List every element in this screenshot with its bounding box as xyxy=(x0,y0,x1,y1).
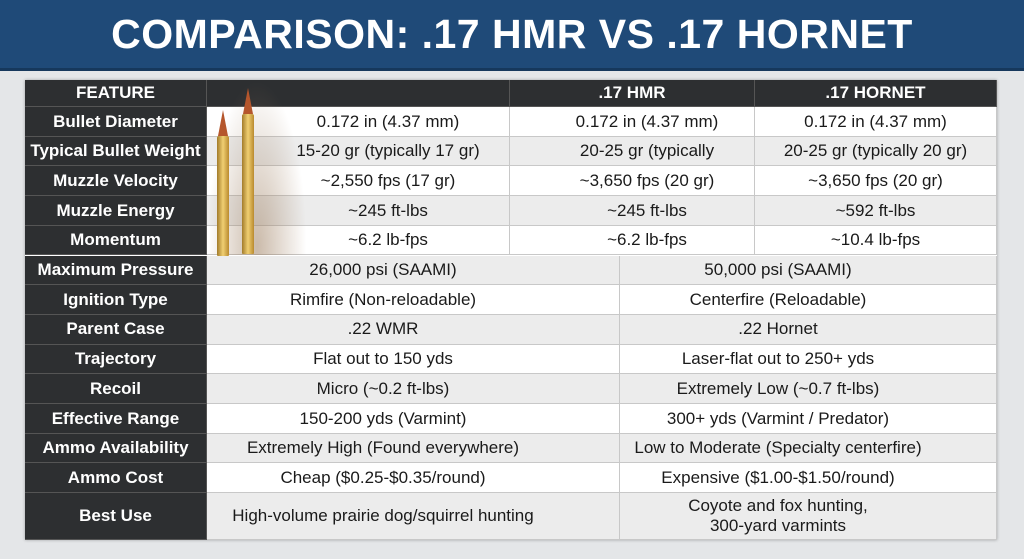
feature-label: Parent Case xyxy=(25,314,207,345)
value-cell: 20-25 gr (typically 20 gr) xyxy=(755,136,997,167)
value-cell: ~2,550 fps (17 gr) xyxy=(207,166,510,197)
value-cell: 20-25 gr (typically xyxy=(510,136,755,167)
value-cell: 150-200 yds (Varmint) xyxy=(207,404,620,434)
value-cell: 300+ yds (Varmint / Predator) xyxy=(620,404,997,434)
title: COMPARISON: .17 HMR VS .17 HORNET xyxy=(111,10,913,57)
value-cell: 26,000 psi (SAAMI) xyxy=(207,255,620,286)
column-header: .17 HMR xyxy=(510,80,755,107)
text-line: Coyote and fox hunting, xyxy=(688,496,868,516)
value-cell: Rimfire (Non-reloadable) xyxy=(207,285,620,315)
value-cell: ~3,650 fps (20 gr) xyxy=(755,166,997,197)
value-cell: High-volume prairie dog/squirrel hunting xyxy=(207,493,620,540)
feature-label: Trajectory xyxy=(25,344,207,375)
feature-label: Bullet Diameter xyxy=(25,107,207,137)
value-cell: ~245 ft-lbs xyxy=(510,196,755,226)
value-cell: Expensive ($1.00-$1.50/round) xyxy=(620,463,997,494)
feature-label: Ignition Type xyxy=(25,285,207,315)
value-cell: Cheap ($0.25-$0.35/round) xyxy=(207,463,620,494)
bullet-tip xyxy=(218,110,228,136)
feature-label: Muzzle Velocity xyxy=(25,166,207,197)
comparison-table: FEATURE .17 HMR .17 HORNET Bullet Diameter 0… xyxy=(25,80,997,540)
text-line: 300-yard varmints xyxy=(709,516,847,536)
column-header: FEATURE xyxy=(25,80,207,107)
value-cell: Extremely High (Found everywhere) xyxy=(207,433,620,464)
value-cell: .22 WMR xyxy=(207,314,620,345)
feature-label: Ammo Cost xyxy=(25,463,207,494)
value-cell: ~6.2 lb-fps xyxy=(207,225,510,256)
feature-label: Recoil xyxy=(25,374,207,404)
feature-label: Momentum xyxy=(25,225,207,256)
value-cell: 0.172 in (4.37 mm) xyxy=(510,107,755,137)
value-cell: Extremely Low (~0.7 ft-lbs) xyxy=(620,374,997,404)
value-cell: Low to Moderate (Specialty centerfire) xyxy=(620,433,997,464)
value-cell: 0.172 in (4.37 mm) xyxy=(755,107,997,137)
feature-label: Effective Range xyxy=(25,404,207,434)
value-cell: ~592 ft-lbs xyxy=(755,196,997,226)
value-cell: Centerfire (Reloadable) xyxy=(620,285,997,315)
feature-label: Typical Bullet Weight xyxy=(25,136,207,167)
feature-label: Muzzle Energy xyxy=(25,196,207,226)
value-cell: .22 Hornet xyxy=(620,314,997,345)
title-banner: COMPARISON: .17 HMR VS .17 HORNET xyxy=(0,0,1024,71)
value-cell: ~3,650 fps (20 gr) xyxy=(510,166,755,197)
cartridge-image xyxy=(207,80,307,256)
value-cell: Micro (~0.2 ft-lbs) xyxy=(207,374,620,404)
value-cell: ~10.4 lb-fps xyxy=(755,225,997,256)
value-cell: Flat out to 150 yds xyxy=(207,344,620,375)
bullet-case xyxy=(217,136,229,256)
feature-label: Best Use xyxy=(25,493,207,540)
feature-label: Maximum Pressure xyxy=(25,255,207,286)
value-cell: 0.172 in (4.37 mm) xyxy=(207,107,510,137)
value-cell: Coyote and fox hunting, 300-yard varmints xyxy=(620,493,997,540)
column-header: .17 HORNET xyxy=(755,80,997,107)
value-cell: 50,000 psi (SAAMI) xyxy=(620,255,997,286)
bullet-tip xyxy=(243,88,253,114)
bullet-case xyxy=(242,114,254,254)
value-cell: Laser-flat out to 250+ yds xyxy=(620,344,997,375)
feature-label: Ammo Availability xyxy=(25,433,207,464)
value-cell: ~6.2 lb-fps xyxy=(510,225,755,256)
